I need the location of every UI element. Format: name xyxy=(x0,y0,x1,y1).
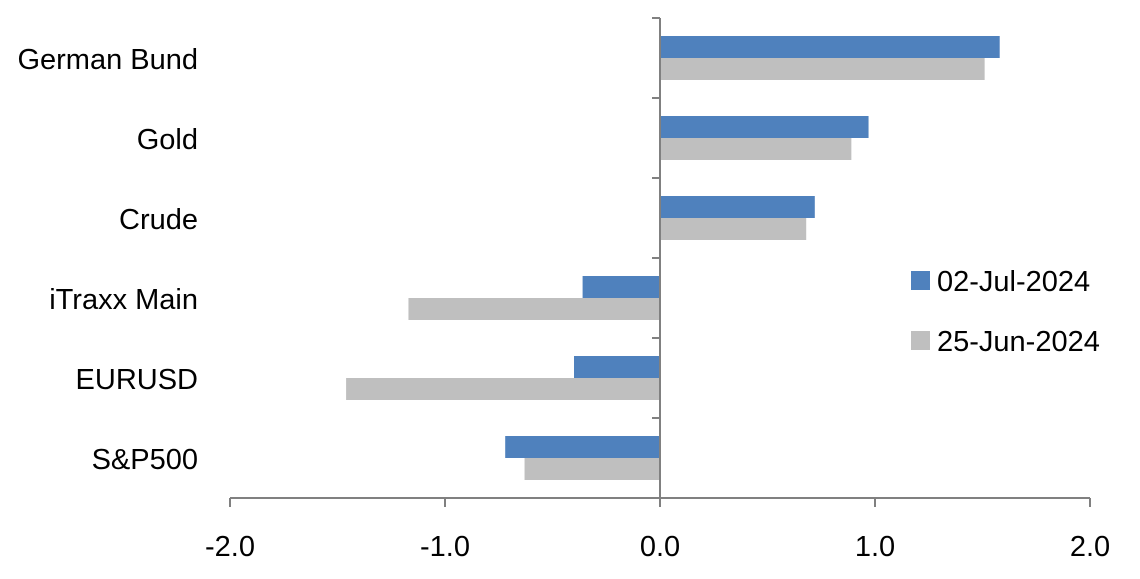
category-label: Crude xyxy=(119,204,198,236)
bar-crude-jul02 xyxy=(660,196,815,218)
bar-eurusd-jul02 xyxy=(574,356,660,378)
bar-german-bund-jul02 xyxy=(660,36,1000,58)
category-labels: German Bund Gold Crude iTraxx Main EURUSD S&P… xyxy=(17,44,198,476)
bar-gold-jun25 xyxy=(660,138,852,160)
category-label: German Bund xyxy=(17,44,198,76)
bars xyxy=(346,36,1000,480)
legend-label: 25-Jun-2024 xyxy=(937,326,1100,358)
axes: -2.0 -1.0 0.0 1.0 2.0 xyxy=(205,17,1110,563)
category-label: Gold xyxy=(137,124,198,156)
bar-eurusd-jun25 xyxy=(346,378,660,400)
x-tick-label: 2.0 xyxy=(1070,531,1110,563)
x-tick-label: 1.0 xyxy=(855,531,895,563)
category-label: iTraxx Main xyxy=(49,284,198,316)
legend-swatch xyxy=(911,271,930,290)
bar-itraxx-main-jun25 xyxy=(408,298,660,320)
x-tick-label: -2.0 xyxy=(205,531,255,563)
bar-gold-jul02 xyxy=(660,116,869,138)
category-label: S&P500 xyxy=(92,444,198,476)
bar-s-p500-jun25 xyxy=(524,458,660,480)
bar-itraxx-main-jul02 xyxy=(582,276,660,298)
legend: 02-Jul-2024 25-Jun-2024 xyxy=(911,266,1100,358)
bar-german-bund-jun25 xyxy=(660,58,985,80)
bar-s-p500-jul02 xyxy=(505,436,660,458)
legend-label: 02-Jul-2024 xyxy=(937,266,1090,298)
x-tick-label: 0.0 xyxy=(640,531,680,563)
category-label: EURUSD xyxy=(76,364,198,396)
legend-swatch xyxy=(911,331,930,350)
bar-crude-jun25 xyxy=(660,218,807,240)
x-tick-label: -1.0 xyxy=(420,531,470,563)
